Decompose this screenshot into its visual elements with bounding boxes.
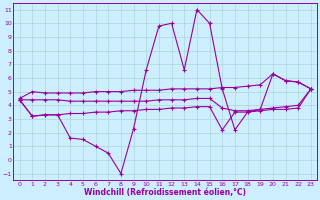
X-axis label: Windchill (Refroidissement éolien,°C): Windchill (Refroidissement éolien,°C): [84, 188, 246, 197]
